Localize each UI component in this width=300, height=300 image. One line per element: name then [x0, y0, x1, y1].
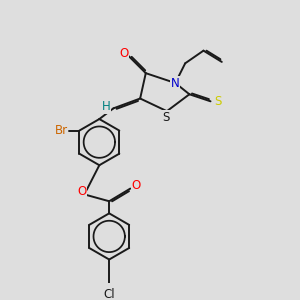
Text: Cl: Cl — [103, 288, 115, 300]
Text: S: S — [214, 95, 221, 108]
Text: Br: Br — [55, 124, 68, 137]
Text: S: S — [163, 111, 170, 124]
Text: O: O — [131, 179, 141, 192]
Text: H: H — [102, 100, 111, 113]
Text: N: N — [171, 76, 180, 89]
Text: O: O — [119, 47, 128, 60]
Text: O: O — [77, 185, 86, 198]
